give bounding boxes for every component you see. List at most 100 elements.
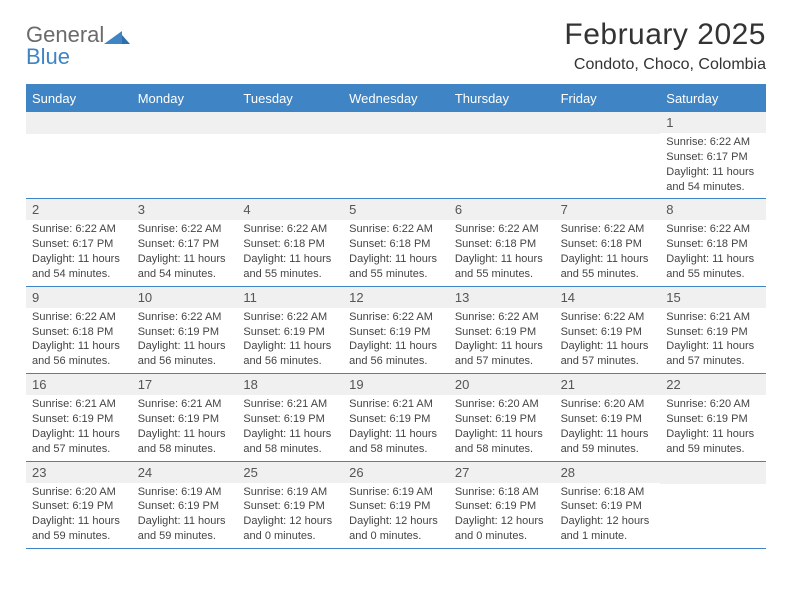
- calendar-cell: 11Sunrise: 6:22 AMSunset: 6:19 PMDayligh…: [237, 287, 343, 373]
- day-body: Sunrise: 6:20 AMSunset: 6:19 PMDaylight:…: [449, 395, 555, 460]
- calendar-cell: 5Sunrise: 6:22 AMSunset: 6:18 PMDaylight…: [343, 199, 449, 285]
- day-line: and 59 minutes.: [561, 442, 655, 457]
- day-number: 14: [555, 287, 661, 308]
- dayname-tuesday: Tuesday: [237, 86, 343, 112]
- day-body: Sunrise: 6:20 AMSunset: 6:19 PMDaylight:…: [660, 395, 766, 460]
- day-number: 15: [660, 287, 766, 308]
- day-line: Sunrise: 6:22 AM: [666, 222, 760, 237]
- day-line: Daylight: 11 hours: [32, 514, 126, 529]
- day-line: Sunrise: 6:22 AM: [561, 222, 655, 237]
- day-number: 20: [449, 374, 555, 395]
- day-line: Sunset: 6:19 PM: [561, 499, 655, 514]
- day-line: Sunset: 6:19 PM: [349, 325, 443, 340]
- day-line: and 54 minutes.: [32, 267, 126, 282]
- day-line: and 59 minutes.: [32, 529, 126, 544]
- calendar-cell: 6Sunrise: 6:22 AMSunset: 6:18 PMDaylight…: [449, 199, 555, 285]
- day-line: and 58 minutes.: [349, 442, 443, 457]
- day-line: and 0 minutes.: [455, 529, 549, 544]
- day-line: Sunset: 6:17 PM: [138, 237, 232, 252]
- calendar-cell: 16Sunrise: 6:21 AMSunset: 6:19 PMDayligh…: [26, 374, 132, 460]
- day-line: and 55 minutes.: [666, 267, 760, 282]
- day-line: Daylight: 11 hours: [243, 252, 337, 267]
- day-line: Sunrise: 6:20 AM: [561, 397, 655, 412]
- calendar-cell: 26Sunrise: 6:19 AMSunset: 6:19 PMDayligh…: [343, 462, 449, 548]
- day-line: and 59 minutes.: [138, 529, 232, 544]
- logo-word2: Blue: [26, 44, 70, 69]
- calendar-cell: 17Sunrise: 6:21 AMSunset: 6:19 PMDayligh…: [132, 374, 238, 460]
- day-line: Daylight: 11 hours: [243, 339, 337, 354]
- day-number: 11: [237, 287, 343, 308]
- day-number: 1: [660, 112, 766, 133]
- day-line: and 56 minutes.: [349, 354, 443, 369]
- day-line: and 55 minutes.: [561, 267, 655, 282]
- week-row: 2Sunrise: 6:22 AMSunset: 6:17 PMDaylight…: [26, 199, 766, 286]
- day-body: Sunrise: 6:22 AMSunset: 6:18 PMDaylight:…: [343, 220, 449, 285]
- day-line: Daylight: 11 hours: [666, 339, 760, 354]
- day-line: and 55 minutes.: [349, 267, 443, 282]
- day-line: Sunrise: 6:20 AM: [32, 485, 126, 500]
- day-line: Daylight: 11 hours: [349, 339, 443, 354]
- dayname-friday: Friday: [555, 86, 661, 112]
- day-line: Daylight: 11 hours: [666, 165, 760, 180]
- day-body: Sunrise: 6:20 AMSunset: 6:19 PMDaylight:…: [555, 395, 661, 460]
- calendar-cell: 8Sunrise: 6:22 AMSunset: 6:18 PMDaylight…: [660, 199, 766, 285]
- day-body: Sunrise: 6:22 AMSunset: 6:17 PMDaylight:…: [26, 220, 132, 285]
- day-line: and 55 minutes.: [455, 267, 549, 282]
- dayname-row: Sunday Monday Tuesday Wednesday Thursday…: [26, 86, 766, 112]
- calendar-cell: 28Sunrise: 6:18 AMSunset: 6:19 PMDayligh…: [555, 462, 661, 548]
- calendar-cell-empty: [449, 112, 555, 198]
- day-line: Daylight: 11 hours: [138, 514, 232, 529]
- calendar-cell: 2Sunrise: 6:22 AMSunset: 6:17 PMDaylight…: [26, 199, 132, 285]
- day-line: Sunset: 6:19 PM: [138, 499, 232, 514]
- day-line: Sunset: 6:19 PM: [243, 325, 337, 340]
- page-subtitle: Condoto, Choco, Colombia: [564, 56, 766, 74]
- week-row: 1Sunrise: 6:22 AMSunset: 6:17 PMDaylight…: [26, 112, 766, 199]
- logo-text: GeneralBlue: [26, 24, 130, 68]
- calendar-cell: 22Sunrise: 6:20 AMSunset: 6:19 PMDayligh…: [660, 374, 766, 460]
- day-line: Sunrise: 6:21 AM: [349, 397, 443, 412]
- day-line: Sunrise: 6:22 AM: [666, 135, 760, 150]
- day-line: Daylight: 12 hours: [349, 514, 443, 529]
- day-line: Sunset: 6:19 PM: [349, 412, 443, 427]
- calendar-cell: 14Sunrise: 6:22 AMSunset: 6:19 PMDayligh…: [555, 287, 661, 373]
- day-line: Sunset: 6:18 PM: [243, 237, 337, 252]
- page: GeneralBlue February 2025 Condoto, Choco…: [0, 0, 792, 549]
- day-line: Daylight: 11 hours: [561, 339, 655, 354]
- day-number: 28: [555, 462, 661, 483]
- day-line: Daylight: 11 hours: [138, 252, 232, 267]
- day-line: Sunrise: 6:18 AM: [561, 485, 655, 500]
- day-line: and 58 minutes.: [243, 442, 337, 457]
- calendar-cell-empty: [660, 462, 766, 548]
- day-line: Sunset: 6:19 PM: [455, 499, 549, 514]
- day-line: Sunrise: 6:22 AM: [32, 222, 126, 237]
- calendar-cell: 13Sunrise: 6:22 AMSunset: 6:19 PMDayligh…: [449, 287, 555, 373]
- day-line: and 59 minutes.: [666, 442, 760, 457]
- day-number: 18: [237, 374, 343, 395]
- day-line: Sunrise: 6:22 AM: [349, 310, 443, 325]
- day-line: Daylight: 12 hours: [455, 514, 549, 529]
- day-body: Sunrise: 6:22 AMSunset: 6:18 PMDaylight:…: [660, 220, 766, 285]
- day-body: Sunrise: 6:21 AMSunset: 6:19 PMDaylight:…: [26, 395, 132, 460]
- day-line: Sunrise: 6:21 AM: [243, 397, 337, 412]
- day-line: Daylight: 11 hours: [32, 252, 126, 267]
- calendar-cell-empty: [237, 112, 343, 198]
- day-line: Sunrise: 6:22 AM: [138, 222, 232, 237]
- week-row: 23Sunrise: 6:20 AMSunset: 6:19 PMDayligh…: [26, 462, 766, 549]
- day-body: Sunrise: 6:21 AMSunset: 6:19 PMDaylight:…: [660, 308, 766, 373]
- day-number: 6: [449, 199, 555, 220]
- day-line: and 56 minutes.: [138, 354, 232, 369]
- day-line: Sunset: 6:18 PM: [455, 237, 549, 252]
- calendar-cell: 1Sunrise: 6:22 AMSunset: 6:17 PMDaylight…: [660, 112, 766, 198]
- day-line: and 54 minutes.: [138, 267, 232, 282]
- day-number: 19: [343, 374, 449, 395]
- week-row: 9Sunrise: 6:22 AMSunset: 6:18 PMDaylight…: [26, 287, 766, 374]
- calendar-cell: 25Sunrise: 6:19 AMSunset: 6:19 PMDayligh…: [237, 462, 343, 548]
- day-number: [26, 112, 132, 134]
- day-number: 23: [26, 462, 132, 483]
- day-number: 27: [449, 462, 555, 483]
- day-line: Sunset: 6:19 PM: [455, 325, 549, 340]
- day-number: [237, 112, 343, 134]
- day-line: Daylight: 11 hours: [561, 252, 655, 267]
- day-number: 22: [660, 374, 766, 395]
- calendar-cell-empty: [555, 112, 661, 198]
